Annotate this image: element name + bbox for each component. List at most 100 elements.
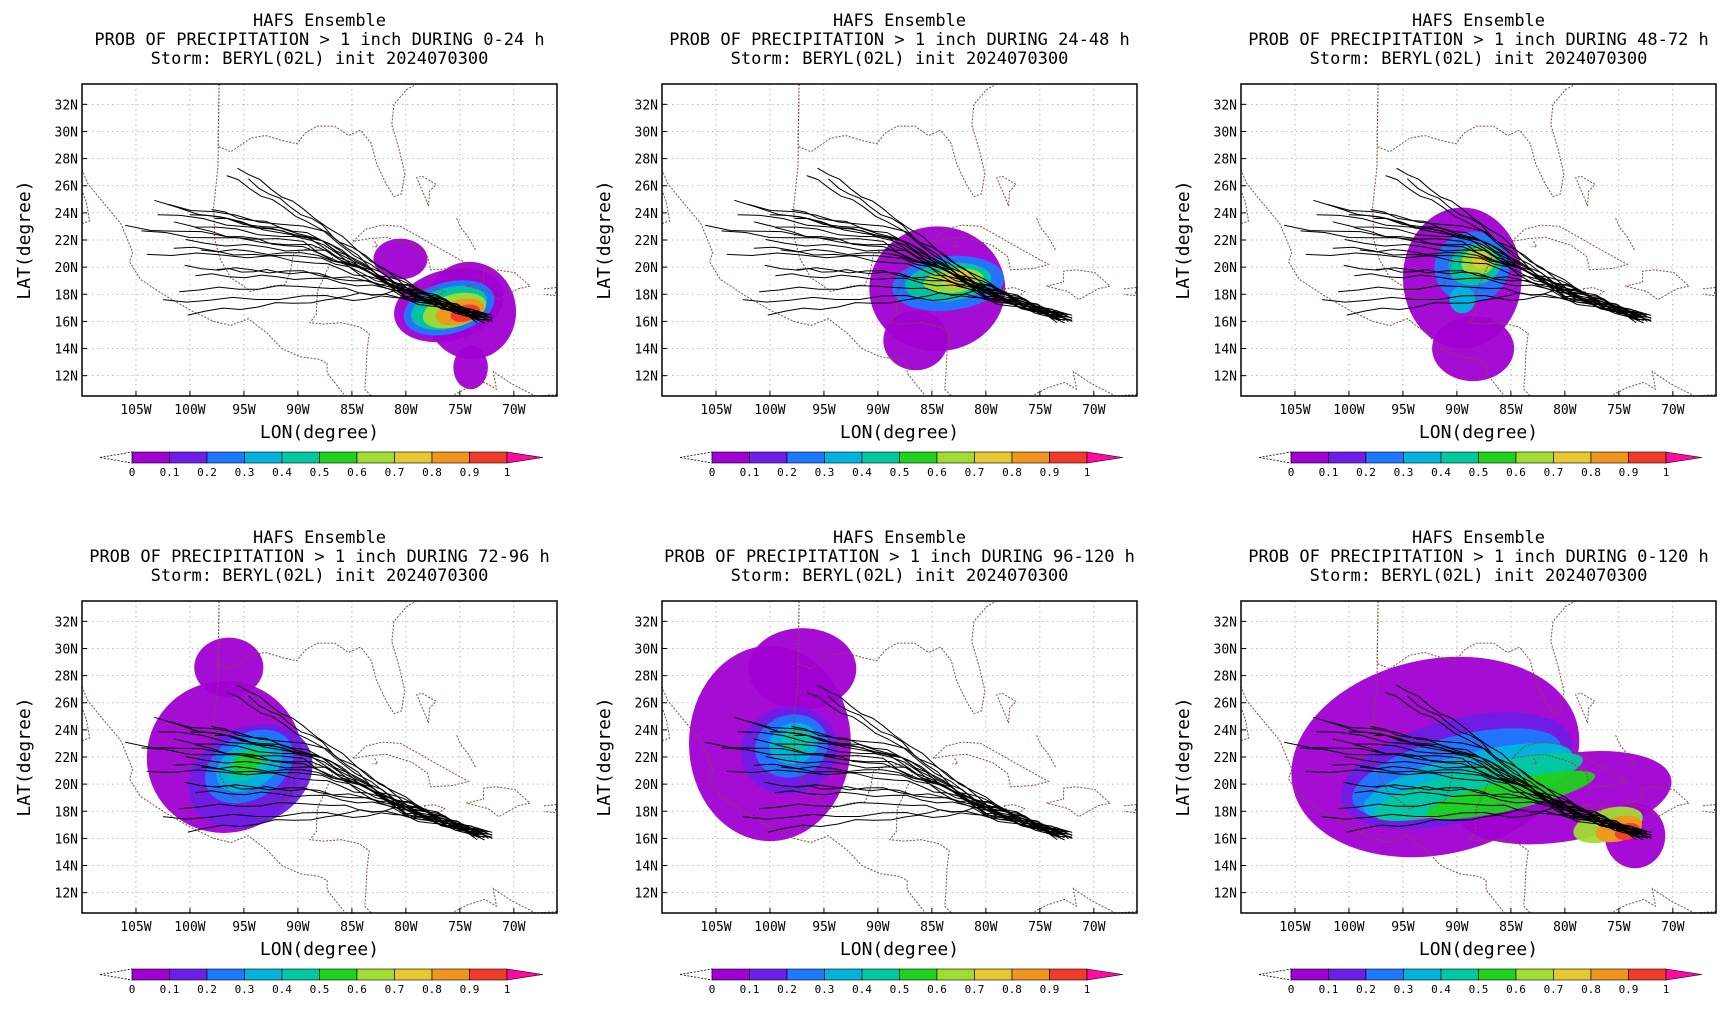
colorbar-under-arrow — [99, 968, 133, 981]
ensemble-track — [769, 731, 1065, 836]
coastline — [217, 84, 417, 198]
coastline — [1575, 175, 1596, 207]
ensemble-track — [827, 178, 1073, 316]
coastline — [1372, 601, 1531, 913]
lat-tick-label: 22N — [55, 234, 78, 249]
coastline — [1625, 786, 1691, 818]
x-axis-label: LON(degree) — [1419, 939, 1538, 960]
colorbar-bin — [1290, 451, 1329, 464]
lon-tick-label: 100W — [1333, 920, 1364, 935]
coastline — [662, 686, 925, 912]
colorbar-bin — [1049, 968, 1088, 981]
colorbar: 0 0.1 0.2 0.3 0.4 0.5 0.6 0.7 0.8 0.9 1 — [99, 451, 544, 479]
colorbar-bin — [1478, 451, 1517, 464]
lon-tick-label: 80W — [1553, 403, 1577, 418]
lat-tick-label: 30N — [635, 642, 658, 657]
colorbar-bin — [974, 968, 1013, 981]
colorbar-bin — [1440, 451, 1479, 464]
colorbar-bin — [936, 451, 975, 464]
colorbar-label: 0 — [129, 466, 136, 479]
coastline — [1036, 735, 1057, 769]
ensemble-track — [237, 684, 478, 841]
colorbar-bin — [431, 968, 470, 981]
y-axis-label: LAT(degree) — [14, 180, 35, 299]
colorbar-over-arrow — [1665, 968, 1703, 981]
lat-tick-label: 30N — [1214, 642, 1237, 657]
coastline — [1613, 887, 1716, 913]
lat-tick-label: 16N — [55, 832, 78, 847]
colorbar-label: 0.4 — [1431, 983, 1451, 996]
ensemble-track — [1346, 295, 1644, 324]
panel-title-line: Storm: BERYL(02L) init 2024070300 — [731, 49, 1069, 69]
colorbar-bin — [1328, 968, 1367, 981]
colorbar-label: 0.5 — [310, 983, 330, 996]
lon-tick-label: 70W — [1661, 403, 1685, 418]
lon-tick-label: 85W — [1499, 920, 1523, 935]
colorbar-bin — [1011, 451, 1050, 464]
colorbar-label: 0.7 — [965, 466, 985, 479]
panel-title-line: PROB OF PRECIPITATION > 1 inch DURING 0-… — [94, 30, 544, 50]
coastline — [1241, 706, 1250, 742]
lon-tick-label: 85W — [920, 403, 944, 418]
panel-title-line: HAFS Ensemble — [1412, 11, 1545, 31]
lon-tick-label: 105W — [1279, 920, 1310, 935]
colorbar-bin — [786, 968, 825, 981]
lat-tick-label: 26N — [1214, 697, 1237, 712]
colorbar-label: 0.1 — [160, 466, 180, 479]
colorbar-label: 0.6 — [1506, 466, 1526, 479]
colorbar-label: 0 — [709, 983, 716, 996]
coastline — [1376, 601, 1576, 715]
panel-title-line: HAFS Ensemble — [833, 528, 966, 548]
colorbar-label: 0.3 — [235, 983, 255, 996]
probability-contour — [883, 310, 949, 371]
lat-tick-label: 18N — [635, 805, 658, 820]
colorbar-label: 0.5 — [310, 466, 330, 479]
lat-tick-label: 20N — [1214, 778, 1237, 793]
colorbar-label: 0.3 — [235, 466, 255, 479]
lat-tick-label: 22N — [55, 751, 78, 766]
lon-tick-label: 75W — [1607, 920, 1631, 935]
panel-title-line: PROB OF PRECIPITATION > 1 inch DURING 96… — [664, 547, 1135, 567]
panel-title-line: PROB OF PRECIPITATION > 1 inch DURING 72… — [89, 547, 550, 567]
colorbar-bin — [786, 451, 825, 464]
colorbar-bin — [169, 968, 208, 981]
coastline — [1376, 84, 1576, 198]
colorbar-label: 0.3 — [815, 466, 835, 479]
lat-tick-label: 22N — [1214, 751, 1237, 766]
ensemble-track — [1406, 695, 1652, 833]
ensemble-track — [247, 695, 493, 833]
lat-tick-label: 30N — [55, 125, 78, 140]
coastline — [82, 189, 91, 225]
colorbar-label: 0.2 — [197, 466, 217, 479]
y-axis-label: LAT(degree) — [1173, 697, 1194, 816]
colorbar-label: 0.3 — [815, 983, 835, 996]
lon-tick-label: 95W — [232, 403, 256, 418]
lat-tick-label: 18N — [55, 805, 78, 820]
ensemble-track — [796, 268, 1069, 318]
panel-title-line: PROB OF PRECIPITATION > 1 inch DURING 0-… — [1248, 547, 1709, 567]
colorbar-bin — [1515, 968, 1554, 981]
coastline — [82, 686, 345, 912]
coastline — [797, 601, 997, 715]
coastline — [1034, 370, 1137, 396]
colorbar: 0 0.1 0.2 0.3 0.4 0.5 0.6 0.7 0.8 0.9 1 — [679, 968, 1124, 996]
lat-tick-label: 32N — [55, 615, 78, 630]
x-axis-label: LON(degree) — [1419, 422, 1538, 443]
colorbar-over-arrow — [1086, 451, 1124, 464]
lon-tick-label: 70W — [502, 920, 526, 935]
probability-contour — [1449, 286, 1476, 314]
lon-tick-label: 75W — [1607, 403, 1631, 418]
colorbar-bin — [1590, 451, 1629, 464]
lon-tick-label: 90W — [866, 403, 890, 418]
ensemble-track — [1348, 214, 1644, 319]
colorbar-label: 1 — [504, 983, 511, 996]
colorbar-label: 0 — [709, 466, 716, 479]
coastline — [1241, 189, 1250, 225]
lat-tick-label: 16N — [635, 315, 658, 330]
ensemble-track — [1375, 785, 1648, 835]
colorbar-label: 0.5 — [890, 466, 910, 479]
colorbar-over-arrow — [506, 968, 544, 981]
colorbar-label: 0.2 — [197, 983, 217, 996]
colorbar-bin — [131, 968, 170, 981]
